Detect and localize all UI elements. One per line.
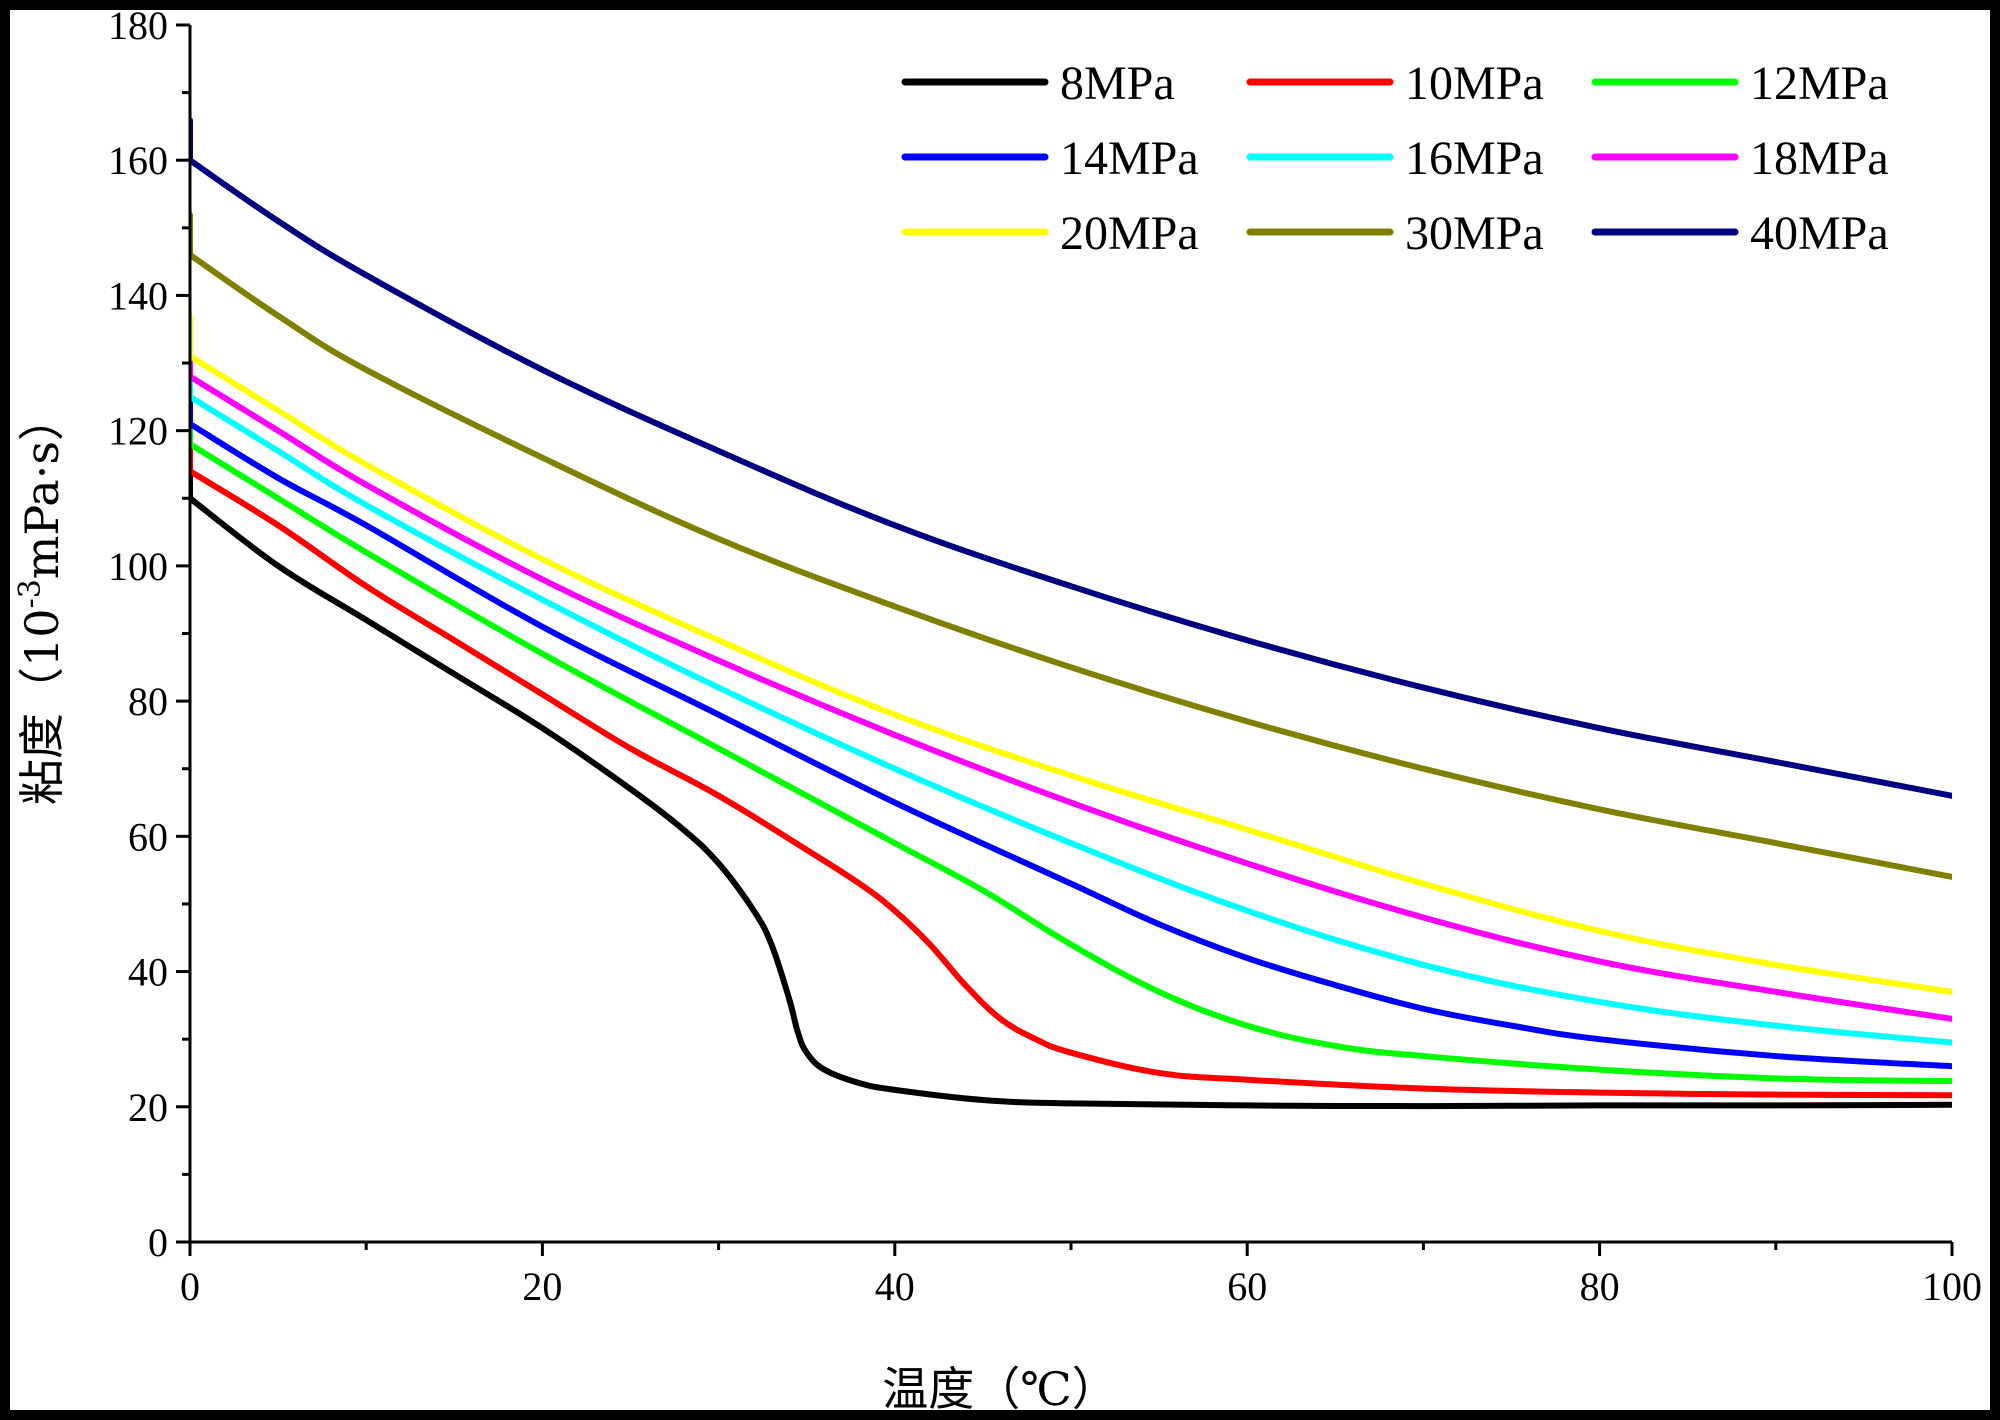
plot-area <box>190 25 1952 1242</box>
y-axis-title-prefix: 粘度（10 <box>15 608 69 805</box>
x-axis-title: 温度（℃） <box>882 1362 1117 1416</box>
series-line-12MPa <box>190 401 1952 1085</box>
x-tick-label-20: 20 <box>522 1264 562 1309</box>
legend-label-12MPa: 12MPa <box>1750 57 1889 110</box>
legend-label-30MPa: 30MPa <box>1405 207 1544 260</box>
legend-label-16MPa: 16MPa <box>1405 132 1544 185</box>
legend-label-8MPa: 8MPa <box>1060 57 1175 110</box>
y-tick-label-120: 120 <box>108 409 168 454</box>
legend-label-10MPa: 10MPa <box>1405 57 1544 110</box>
series-line-16MPa <box>190 353 1952 1046</box>
series-line-30MPa <box>190 211 1952 880</box>
x-tick-label-100: 100 <box>1922 1264 1982 1309</box>
series-line-8MPa <box>190 455 1952 1110</box>
y-tick-label-40: 40 <box>128 950 168 995</box>
y-axis-title-sup: -3 <box>13 579 48 608</box>
y-tick-label-160: 160 <box>108 138 168 183</box>
y-tick-label-80: 80 <box>128 679 168 724</box>
legend-label-20MPa: 20MPa <box>1060 207 1199 260</box>
y-axis-title-suffix: mPa·s） <box>15 395 69 579</box>
y-tick-label-180: 180 <box>108 3 168 48</box>
y-tick-label-60: 60 <box>128 814 168 859</box>
series-line-14MPa <box>190 380 1952 1070</box>
x-tick-label-80: 80 <box>1580 1264 1620 1309</box>
x-tick-label-0: 0 <box>180 1264 200 1309</box>
y-tick-label-100: 100 <box>108 544 168 589</box>
y-tick-label-140: 140 <box>108 273 168 318</box>
y-axis-title: 粘度（10-3mPa·s） <box>13 395 69 805</box>
series-line-40MPa <box>190 117 1952 799</box>
series-line-18MPa <box>190 333 1952 1022</box>
y-tick-label-20: 20 <box>128 1085 168 1130</box>
y-tick-label-0: 0 <box>148 1220 168 1265</box>
x-tick-label-40: 40 <box>875 1264 915 1309</box>
series-line-20MPa <box>190 313 1952 995</box>
legend-label-40MPa: 40MPa <box>1750 207 1889 260</box>
legend-label-14MPa: 14MPa <box>1060 132 1199 185</box>
legend-label-18MPa: 18MPa <box>1750 132 1889 185</box>
series-line-10MPa <box>190 428 1952 1099</box>
x-tick-label-60: 60 <box>1227 1264 1267 1309</box>
